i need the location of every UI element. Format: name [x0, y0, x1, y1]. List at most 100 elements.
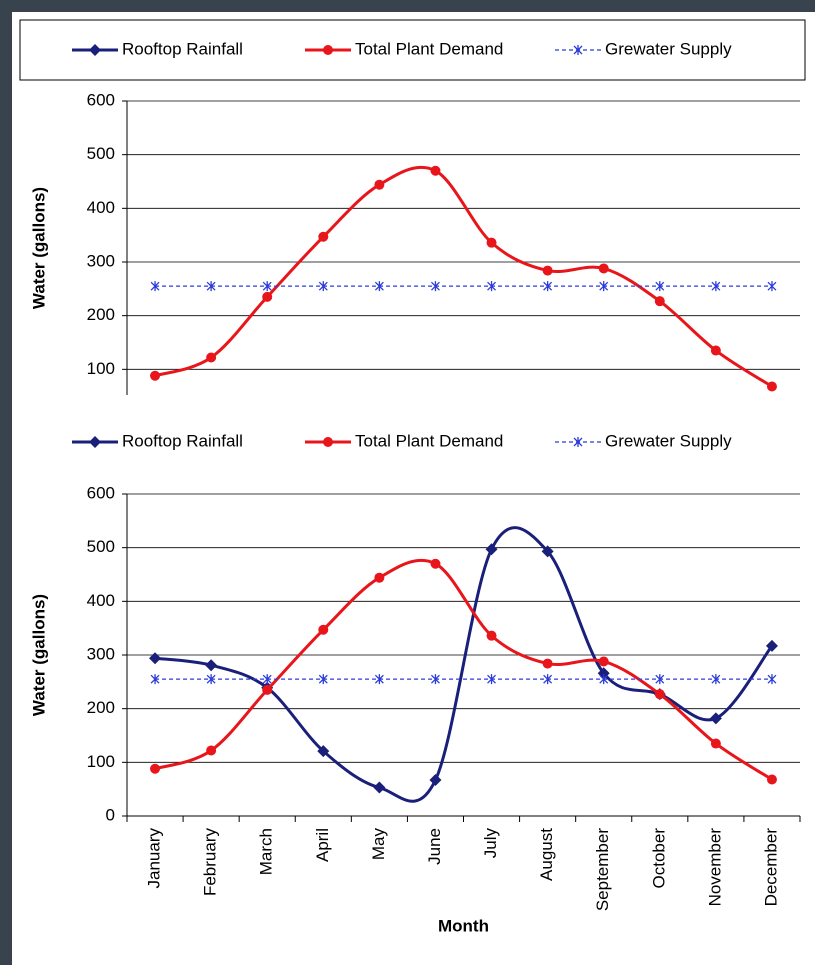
marker [430, 281, 440, 292]
legend-label: Total Plant Demand [355, 39, 503, 58]
legend-label: Total Plant Demand [355, 431, 503, 450]
y-tick-label: 500 [87, 144, 115, 163]
marker [374, 674, 384, 685]
x-tick-label: October [649, 828, 668, 889]
marker [89, 44, 101, 56]
x-tick-label: January [145, 828, 164, 889]
marker [541, 545, 554, 558]
marker [654, 296, 665, 307]
legend-label: Rooftop Rainfall [122, 431, 243, 450]
marker [206, 745, 217, 756]
y-tick-label: 100 [87, 752, 115, 771]
marker [206, 674, 216, 685]
marker [655, 281, 665, 292]
marker [766, 774, 777, 785]
marker [318, 231, 329, 242]
y-axis-title: Water (gallons) [29, 187, 48, 309]
marker [711, 281, 721, 292]
marker [486, 630, 497, 641]
marker [487, 674, 497, 685]
plot [127, 100, 800, 392]
marker [543, 281, 553, 292]
marker [573, 437, 583, 447]
marker [542, 265, 553, 276]
x-tick-label: April [313, 828, 332, 862]
marker [599, 281, 609, 292]
marker [573, 45, 583, 55]
y-tick-label: 500 [87, 537, 115, 556]
x-axis-title: Month [438, 916, 489, 935]
marker [430, 558, 441, 569]
marker [374, 281, 384, 292]
y-axis-title: Water (gallons) [29, 594, 48, 716]
y-tick-label: 300 [87, 251, 115, 270]
marker [89, 436, 101, 448]
marker [317, 745, 330, 758]
marker [318, 624, 329, 635]
legend-label: Rooftop Rainfall [122, 39, 243, 58]
marker [262, 281, 272, 292]
marker [318, 674, 328, 685]
marker [206, 352, 217, 363]
marker [374, 572, 385, 583]
marker [318, 281, 328, 292]
y-tick-label: 600 [87, 483, 115, 502]
marker [206, 281, 216, 292]
marker [486, 237, 497, 248]
y-tick-label: 400 [87, 591, 115, 610]
series-line [154, 558, 773, 781]
marker [429, 774, 442, 787]
marker [543, 674, 553, 685]
x-tick-label: July [481, 828, 500, 859]
y-tick-label: 400 [87, 198, 115, 217]
marker [598, 263, 609, 274]
x-tick-label: November [705, 828, 724, 907]
y-tick-label: 200 [87, 305, 115, 324]
marker [150, 674, 160, 685]
x-tick-label: June [425, 828, 444, 865]
marker [262, 674, 272, 685]
marker [430, 674, 440, 685]
marker [710, 738, 721, 749]
marker [598, 656, 609, 667]
marker [205, 659, 218, 672]
legend-label: Grewater Supply [605, 431, 732, 450]
marker [150, 281, 160, 292]
legend-box [19, 19, 806, 81]
y-tick-label: 0 [106, 805, 115, 824]
marker [654, 689, 665, 700]
marker [262, 684, 273, 695]
marker [323, 437, 333, 447]
y-tick-label: 100 [87, 359, 115, 378]
marker [765, 639, 778, 652]
marker [485, 543, 498, 556]
marker [767, 281, 777, 292]
x-tick-label: February [201, 828, 220, 897]
marker [709, 712, 722, 725]
x-tick-label: March [257, 828, 276, 875]
marker [430, 165, 441, 176]
y-tick-label: 600 [87, 90, 115, 109]
x-tick-label: May [369, 828, 388, 861]
y-tick-label: 300 [87, 644, 115, 663]
x-tick-label: August [537, 828, 556, 881]
marker [487, 281, 497, 292]
marker [149, 652, 162, 665]
marker [599, 674, 609, 685]
marker [711, 674, 721, 685]
marker [323, 45, 333, 55]
slide [12, 12, 815, 965]
marker [150, 370, 161, 381]
x-tick-label: September [593, 828, 612, 911]
marker [373, 781, 386, 794]
y-tick-label: 200 [87, 698, 115, 717]
marker [150, 763, 161, 774]
marker [262, 291, 273, 302]
legend-label: Grewater Supply [605, 39, 732, 58]
marker [710, 345, 721, 356]
marker [766, 381, 777, 392]
series-line [154, 165, 773, 388]
marker [374, 179, 385, 190]
marker [655, 674, 665, 685]
